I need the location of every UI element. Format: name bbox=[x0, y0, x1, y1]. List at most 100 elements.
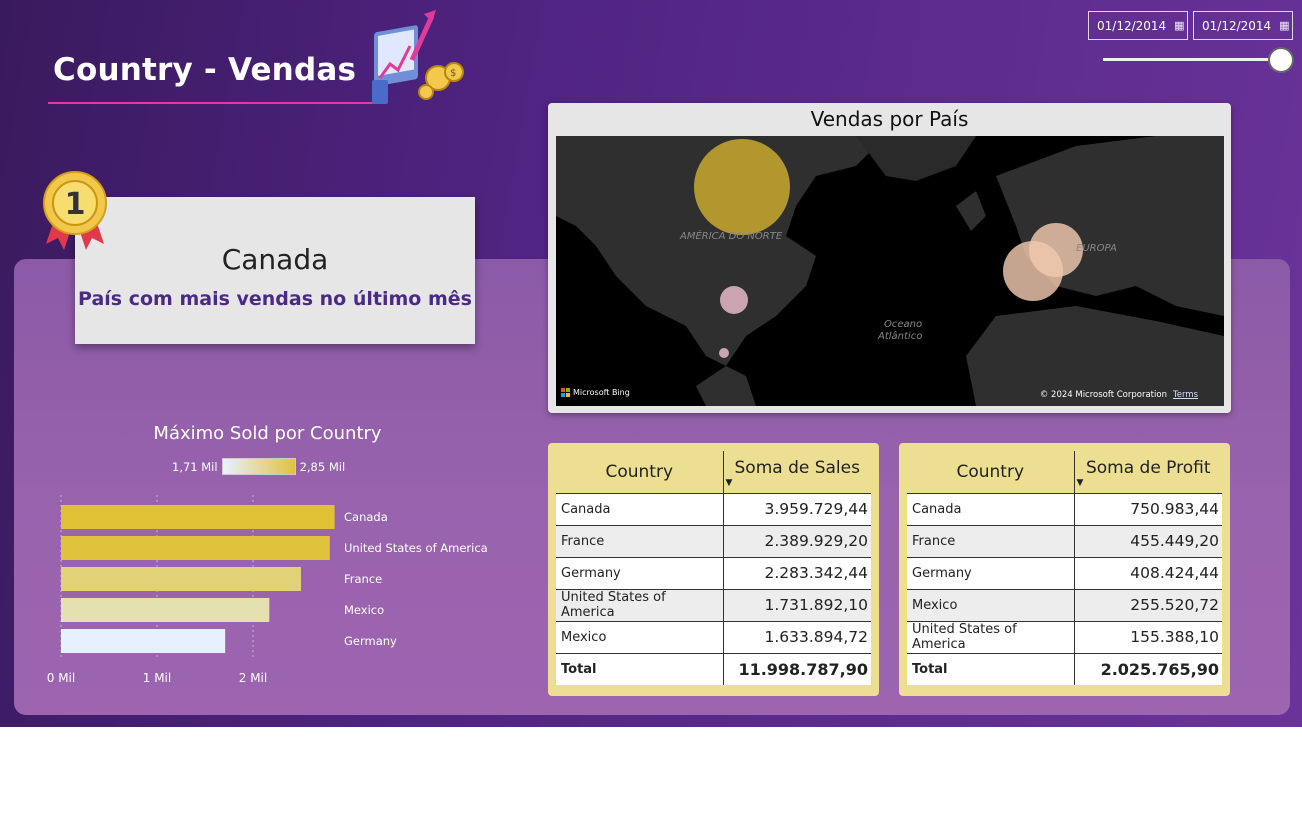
value-cell: 1.633.894,72 bbox=[723, 620, 871, 653]
map-bubble-france bbox=[1003, 241, 1063, 301]
x-tick-label: 1 Mil bbox=[143, 671, 171, 685]
top-country-name: Canada bbox=[221, 243, 329, 276]
map-bubble-usa bbox=[720, 286, 748, 314]
bar-canada bbox=[61, 505, 335, 529]
bar-germany bbox=[61, 629, 226, 653]
medal-icon: 1 bbox=[43, 171, 107, 250]
dashboard: Country - Vendas $ 01/12/2014 ▦ 01/12/20… bbox=[0, 0, 1302, 727]
title-underline bbox=[48, 102, 373, 104]
map-bubble-canada bbox=[694, 139, 790, 235]
calendar-icon[interactable]: ▦ bbox=[1174, 19, 1185, 32]
country-cell: Germany bbox=[907, 556, 1075, 589]
bar-chart-title: Máximo Sold por Country bbox=[153, 423, 382, 444]
date-slider-track[interactable] bbox=[1103, 58, 1283, 61]
sort-desc-icon[interactable]: ▼ bbox=[725, 477, 733, 488]
category-label: France bbox=[344, 572, 382, 586]
map-label-ocean-1: Oceano bbox=[884, 319, 923, 330]
sort-desc-icon[interactable]: ▼ bbox=[1076, 477, 1084, 488]
total-value: 11.998.787,90 bbox=[723, 652, 871, 685]
total-label: Total bbox=[556, 652, 724, 685]
value-cell: 408.424,44 bbox=[1074, 556, 1222, 589]
map-label-north-america: AMÉRICA DO NORTE bbox=[680, 231, 783, 242]
value-cell: 2.283.342,44 bbox=[723, 556, 871, 589]
table-row[interactable]: Canada 750.983,44 bbox=[907, 492, 1222, 525]
profit-table: Country Soma de Profit ▼ Canada 750.983,44… bbox=[907, 451, 1222, 685]
map-canvas bbox=[556, 136, 1224, 406]
legend-min: 1,71 Mil bbox=[172, 459, 218, 474]
category-label: Canada bbox=[344, 510, 388, 524]
date-slider-handle[interactable] bbox=[1268, 47, 1294, 73]
sales-col-country[interactable]: Country bbox=[556, 451, 724, 493]
value-cell: 1.731.892,10 bbox=[723, 588, 871, 621]
bar-united-states-of-america bbox=[61, 536, 330, 560]
total-row: Total 11.998.787,90 bbox=[556, 652, 871, 685]
country-cell: Canada bbox=[907, 492, 1075, 525]
country-cell: France bbox=[556, 524, 724, 557]
page-title: Country - Vendas bbox=[53, 52, 357, 88]
map-label-ocean-2: Atlântico bbox=[878, 331, 923, 342]
table-row[interactable]: United States of America 155.388,10 bbox=[907, 620, 1222, 653]
date-start-input[interactable]: 01/12/2014 ▦ bbox=[1088, 11, 1188, 40]
svg-text:$: $ bbox=[450, 68, 456, 79]
profit-col-profit[interactable]: Soma de Profit ▼ bbox=[1074, 451, 1222, 493]
sales-table-card: Country Soma de Sales ▼ Canada 3.959.729,4… bbox=[548, 443, 879, 696]
value-cell: 750.983,44 bbox=[1074, 492, 1222, 525]
country-cell: Mexico bbox=[556, 620, 724, 653]
microsoft-logo-icon bbox=[561, 388, 570, 397]
bar-chart-legend: 1,71 Mil 2,85 Mil bbox=[172, 458, 345, 475]
table-row[interactable]: Mexico 255.520,72 bbox=[907, 588, 1222, 621]
bing-logo: Microsoft Bing bbox=[561, 388, 630, 397]
country-cell: Canada bbox=[556, 492, 724, 525]
map-bubble-mexico bbox=[719, 348, 729, 358]
date-end-value: 01/12/2014 bbox=[1202, 18, 1272, 33]
map-terms-link[interactable]: Terms bbox=[1172, 390, 1198, 400]
map-provider: Microsoft Bing bbox=[573, 388, 630, 397]
table-row[interactable]: United States of America 1.731.892,10 bbox=[556, 588, 871, 621]
profit-table-card: Country Soma de Profit ▼ Canada 750.983,44… bbox=[899, 443, 1230, 696]
table-row[interactable]: France 2.389.929,20 bbox=[556, 524, 871, 557]
bar-france bbox=[61, 567, 301, 591]
bar-mexico bbox=[61, 598, 270, 622]
sales-growth-illustration-icon: $ bbox=[372, 10, 464, 104]
top-country-subtitle: País com mais vendas no último mês bbox=[78, 288, 472, 310]
country-cell: United States of America bbox=[907, 620, 1075, 653]
map-copyright-text: © 2024 Microsoft Corporation bbox=[1039, 390, 1167, 400]
map-copyright: © 2024 Microsoft Corporation Terms bbox=[1040, 390, 1198, 400]
value-cell: 2.389.929,20 bbox=[723, 524, 871, 557]
total-value: 2.025.765,90 bbox=[1074, 652, 1222, 685]
profit-col-country[interactable]: Country bbox=[907, 451, 1075, 493]
table-row[interactable]: Mexico 1.633.894,72 bbox=[556, 620, 871, 653]
sales-map[interactable]: AMÉRICA DO NORTE Oceano Atlântico EUROPA… bbox=[556, 136, 1224, 406]
x-tick-label: 2 Mil bbox=[239, 671, 267, 685]
table-row[interactable]: Germany 2.283.342,44 bbox=[556, 556, 871, 589]
sales-col-sales[interactable]: Soma de Sales ▼ bbox=[723, 451, 871, 493]
category-label: Mexico bbox=[344, 603, 384, 617]
value-cell: 255.520,72 bbox=[1074, 588, 1222, 621]
map-label-europe: EUROPA bbox=[1076, 243, 1117, 254]
table-row[interactable]: Canada 3.959.729,44 bbox=[556, 492, 871, 525]
value-cell: 3.959.729,44 bbox=[723, 492, 871, 525]
date-start-value: 01/12/2014 bbox=[1097, 18, 1167, 33]
map-card: Vendas por País AMÉRICA DO NORTE Oceano … bbox=[548, 103, 1231, 413]
map-title: Vendas por País bbox=[810, 107, 969, 131]
medal-rank: 1 bbox=[65, 187, 86, 222]
value-cell: 155.388,10 bbox=[1074, 620, 1222, 653]
country-cell: Germany bbox=[556, 556, 724, 589]
legend-gradient bbox=[221, 458, 296, 475]
total-label: Total bbox=[907, 652, 1075, 685]
date-end-input[interactable]: 01/12/2014 ▦ bbox=[1193, 11, 1293, 40]
category-label: Germany bbox=[344, 634, 397, 648]
country-cell: United States of America bbox=[556, 588, 724, 621]
table-row[interactable]: Germany 408.424,44 bbox=[907, 556, 1222, 589]
value-cell: 455.449,20 bbox=[1074, 524, 1222, 557]
calendar-icon[interactable]: ▦ bbox=[1279, 19, 1290, 32]
total-row: Total 2.025.765,90 bbox=[907, 652, 1222, 685]
top-country-card: Canada País com mais vendas no último mê… bbox=[75, 197, 475, 344]
bar-chart: 0 Mil 1 Mil 2 Mil Canada United States of Am… bbox=[47, 495, 488, 685]
category-label: United States of America bbox=[344, 541, 488, 555]
sales-table: Country Soma de Sales ▼ Canada 3.959.729,4… bbox=[556, 451, 871, 685]
legend-max: 2,85 Mil bbox=[299, 459, 346, 474]
table-row[interactable]: France 455.449,20 bbox=[907, 524, 1222, 557]
country-cell: France bbox=[907, 524, 1075, 557]
country-cell: Mexico bbox=[907, 588, 1075, 621]
